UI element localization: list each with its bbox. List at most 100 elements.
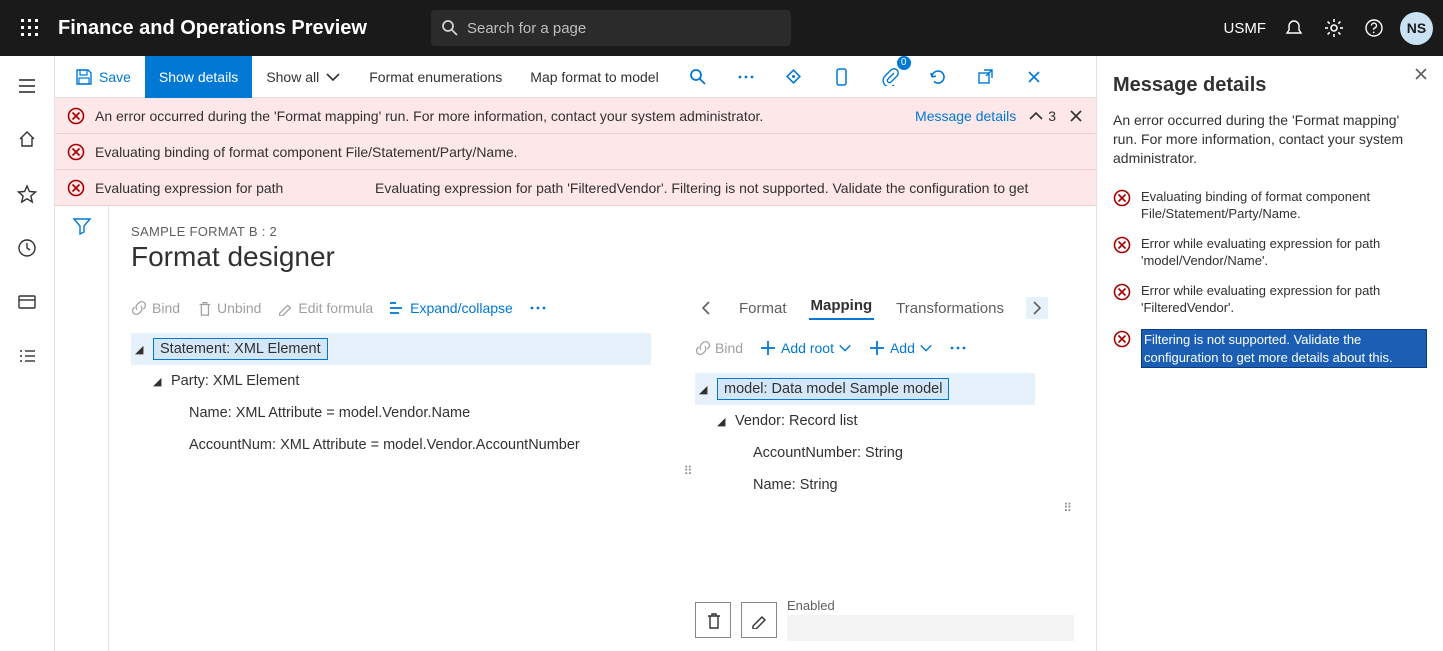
- pen-icon: [750, 611, 768, 629]
- enabled-field[interactable]: [787, 615, 1074, 641]
- add-button[interactable]: Add: [868, 339, 933, 357]
- avatar[interactable]: NS: [1400, 12, 1433, 45]
- gear-icon[interactable]: [1314, 8, 1354, 48]
- format-enumerations-button[interactable]: Format enumerations: [355, 56, 516, 98]
- tab-format[interactable]: Format: [737, 300, 789, 317]
- trash-icon: [196, 300, 212, 316]
- close-page-icon[interactable]: [1017, 60, 1051, 94]
- format-tree: ◢Statement: XML Element ◢Party: XML Elem…: [131, 333, 679, 461]
- refresh-icon[interactable]: [921, 60, 955, 94]
- tabs-scroll-left-icon[interactable]: [695, 297, 717, 319]
- caret-icon[interactable]: ◢: [153, 375, 171, 388]
- top-header: Finance and Operations Preview USMF NS: [0, 0, 1443, 56]
- show-details-button[interactable]: Show details: [145, 56, 252, 98]
- phone-icon[interactable]: [825, 60, 859, 94]
- edit-formula-button[interactable]: Edit formula: [277, 300, 373, 316]
- map-format-button[interactable]: Map format to model: [516, 56, 672, 98]
- link-icon: [131, 300, 147, 316]
- dismiss-messages-icon[interactable]: [1068, 108, 1084, 124]
- message-count[interactable]: 3: [1028, 108, 1056, 124]
- error-icon: [1113, 330, 1131, 348]
- show-details-label: Show details: [159, 69, 238, 85]
- bind-button[interactable]: Bind: [131, 300, 180, 316]
- expand-collapse-button[interactable]: Expand/collapse: [389, 300, 513, 316]
- bind-button[interactable]: Bind: [695, 340, 743, 356]
- tab-transformations[interactable]: Transformations: [894, 300, 1006, 317]
- lines-icon: [389, 300, 405, 316]
- save-button[interactable]: Save: [61, 56, 145, 98]
- trash-icon: [704, 611, 722, 629]
- error-icon: [1113, 236, 1131, 254]
- search-input[interactable]: [467, 20, 781, 37]
- enabled-label: Enabled: [787, 598, 1074, 613]
- filter-column: [55, 206, 109, 651]
- save-icon: [75, 68, 93, 86]
- tree-row[interactable]: ◢Statement: XML Element: [131, 333, 651, 365]
- more-commands-icon[interactable]: [729, 60, 763, 94]
- waffle-icon[interactable]: [10, 8, 50, 48]
- caret-icon[interactable]: ◢: [699, 383, 717, 396]
- attachments-icon[interactable]: 0: [873, 60, 907, 94]
- mapping-pane: Format Mapping Transformations Bind Add …: [695, 291, 1074, 651]
- popout-icon[interactable]: [969, 60, 1003, 94]
- error-icon: [67, 179, 85, 197]
- plus-icon: [759, 339, 777, 357]
- unbind-button[interactable]: Unbind: [196, 300, 261, 316]
- filter-icon[interactable]: [72, 216, 92, 651]
- plus-icon: [868, 339, 886, 357]
- tree-row[interactable]: Name: XML Attribute = model.Vendor.Name: [185, 397, 679, 429]
- panel-item: Error while evaluating expression for pa…: [1113, 229, 1427, 276]
- search-box[interactable]: [431, 10, 791, 46]
- favorites-icon[interactable]: [9, 176, 45, 212]
- show-all-button[interactable]: Show all: [252, 56, 355, 98]
- chevron-down-icon: [919, 341, 933, 355]
- search-icon: [441, 19, 459, 37]
- find-icon[interactable]: [681, 60, 715, 94]
- hamburger-icon[interactable]: [9, 68, 45, 104]
- error-icon: [1113, 189, 1131, 207]
- save-label: Save: [99, 69, 131, 85]
- notifications-icon[interactable]: [1274, 8, 1314, 48]
- command-bar: Save Show details Show all Format enumer…: [55, 56, 1096, 98]
- vertical-splitter[interactable]: ⠿: [679, 291, 695, 651]
- caret-icon[interactable]: ◢: [717, 415, 735, 428]
- attachment-count: 0: [897, 56, 911, 70]
- message-details-panel: Message details An error occurred during…: [1096, 56, 1443, 651]
- message-details-link[interactable]: Message details: [915, 108, 1016, 124]
- edit-button[interactable]: [741, 602, 777, 638]
- panel-item: Error while evaluating expression for pa…: [1113, 276, 1427, 323]
- modules-icon[interactable]: [9, 338, 45, 374]
- tabs-scroll-right-icon[interactable]: [1026, 297, 1048, 319]
- app-title: Finance and Operations Preview: [58, 17, 367, 40]
- close-panel-icon[interactable]: [1413, 66, 1429, 82]
- help-icon[interactable]: [1354, 8, 1394, 48]
- tree-row[interactable]: ◢model: Data model Sample model: [695, 373, 1035, 405]
- tree-row[interactable]: AccountNum: XML Attribute = model.Vendor…: [185, 429, 679, 461]
- tree-row[interactable]: ◢Vendor: Record list: [713, 405, 1074, 437]
- message-text: Evaluating expression for path: [95, 180, 365, 196]
- home-icon[interactable]: [9, 122, 45, 158]
- add-root-button[interactable]: Add root: [759, 339, 852, 357]
- panel-item-highlighted: Filtering is not supported. Validate the…: [1113, 323, 1427, 374]
- chevron-down-icon: [325, 69, 341, 85]
- error-icon: [67, 107, 85, 125]
- diamond-icon[interactable]: [777, 60, 811, 94]
- more-icon[interactable]: [529, 299, 547, 317]
- more-icon[interactable]: [949, 339, 967, 357]
- delete-button[interactable]: [695, 602, 731, 638]
- message-text: Evaluating expression for path 'Filtered…: [375, 180, 1084, 196]
- tree-row[interactable]: ◢Party: XML Element: [149, 365, 679, 397]
- properties-toolbar: Enabled: [695, 598, 1074, 651]
- chevron-down-icon: [838, 341, 852, 355]
- tab-mapping[interactable]: Mapping: [809, 297, 875, 320]
- company-badge[interactable]: USMF: [1216, 20, 1275, 37]
- tree-row[interactable]: Name: String: [749, 469, 1074, 501]
- show-all-label: Show all: [266, 69, 319, 85]
- caret-icon[interactable]: ◢: [135, 343, 153, 356]
- recent-icon[interactable]: [9, 230, 45, 266]
- horizontal-splitter[interactable]: ⠿: [695, 501, 1074, 513]
- panel-title: Message details: [1113, 74, 1427, 97]
- message-text: Evaluating binding of format component F…: [95, 144, 1084, 160]
- workspaces-icon[interactable]: [9, 284, 45, 320]
- tree-row[interactable]: AccountNumber: String: [749, 437, 1074, 469]
